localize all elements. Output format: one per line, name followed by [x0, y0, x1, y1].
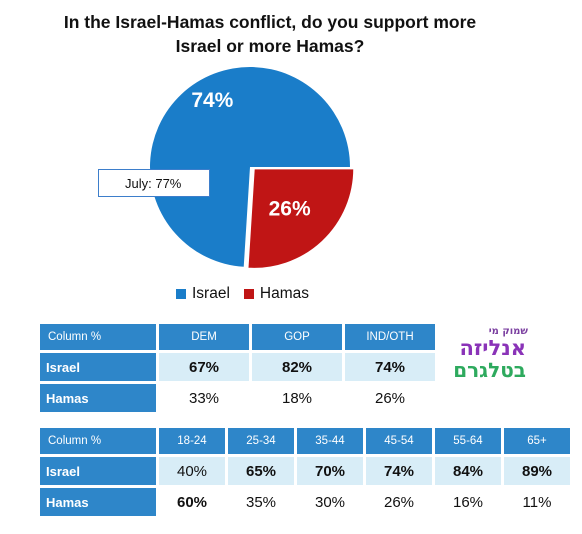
party-header-dem: DEM: [159, 324, 249, 350]
age-header: 45-54: [366, 428, 432, 454]
legend-swatch-israel: [176, 289, 186, 299]
channel-logo: שמוק מי אנליזה בטלגרם: [452, 326, 532, 382]
logo-line-3: בטלגרם: [453, 358, 526, 382]
age-row-israel: Israel 40% 65% 70% 74% 84% 89%: [40, 457, 570, 485]
age-cell: 70%: [297, 457, 363, 485]
age-header: 25-34: [228, 428, 294, 454]
legend-item-israel: Israel: [176, 285, 230, 303]
age-header: 35-44: [297, 428, 363, 454]
party-row-israel: Israel 67% 82% 74%: [40, 353, 435, 381]
age-cell: 30%: [297, 488, 363, 516]
age-cell: 65%: [228, 457, 294, 485]
party-header-column: Column %: [40, 324, 156, 350]
logo-line-1: שמוק מי: [488, 326, 528, 337]
legend-swatch-hamas: [243, 289, 254, 299]
party-cell: 67%: [159, 353, 249, 381]
july-callout: July: 77%: [98, 169, 210, 197]
age-header: 65+: [504, 428, 570, 454]
age-table: Column % 18-24 25-34 35-44 45-54 55-64 6…: [37, 425, 573, 519]
pie-slice-israel: [150, 66, 350, 267]
age-cell: 11%: [504, 488, 570, 516]
party-header-gop: GOP: [252, 324, 342, 350]
pie-label-israel: 74%: [191, 89, 233, 112]
party-row-label-hamas: Hamas: [40, 384, 156, 412]
legend: Israel Hamas: [176, 285, 323, 303]
age-cell: 40%: [159, 457, 225, 485]
party-row-label-israel: Israel: [40, 353, 156, 381]
party-header-ind: IND/OTH: [345, 324, 435, 350]
age-cell: 16%: [435, 488, 501, 516]
title-line-1: In the Israel-Hamas conflict, do you sup…: [63, 12, 477, 32]
age-row-label-hamas: Hamas: [40, 488, 156, 516]
age-cell: 35%: [228, 488, 294, 516]
pie-label-hamas: 26%: [269, 198, 311, 221]
july-callout-text: July: 77%: [125, 176, 182, 191]
party-cell: 82%: [252, 353, 342, 381]
party-cell: 18%: [252, 384, 342, 412]
title-line-2: Israel or more Hamas?: [175, 36, 365, 56]
age-header: 55-64: [435, 428, 501, 454]
pie-chart: 74% 26%: [150, 66, 355, 270]
party-table: Column % DEM GOP IND/OTH Israel 67% 82% …: [37, 321, 438, 415]
chart-title: In the Israel-Hamas conflict, do you sup…: [40, 10, 500, 58]
age-cell: 26%: [366, 488, 432, 516]
party-cell: 26%: [345, 384, 435, 412]
pie-slice-hamas: [246, 167, 355, 270]
party-cell: 74%: [345, 353, 435, 381]
legend-label-israel: Israel: [192, 285, 230, 302]
legend-label-hamas: Hamas: [259, 285, 310, 302]
party-row-hamas: Hamas 33% 18% 26%: [40, 384, 435, 412]
age-header: 18-24: [159, 428, 225, 454]
age-header-row: Column % 18-24 25-34 35-44 45-54 55-64 6…: [40, 428, 570, 454]
age-header-column: Column %: [40, 428, 156, 454]
age-row-label-israel: Israel: [40, 457, 156, 485]
logo-line-2: אנליזה: [459, 336, 526, 360]
age-cell: 89%: [504, 457, 570, 485]
age-cell: 60%: [159, 488, 225, 516]
age-row-hamas: Hamas 60% 35% 30% 26% 16% 11%: [40, 488, 570, 516]
party-cell: 33%: [159, 384, 249, 412]
age-cell: 84%: [435, 457, 501, 485]
age-cell: 74%: [366, 457, 432, 485]
legend-item-hamas: Hamas: [243, 285, 310, 303]
party-header-row: Column % DEM GOP IND/OTH: [40, 324, 435, 350]
